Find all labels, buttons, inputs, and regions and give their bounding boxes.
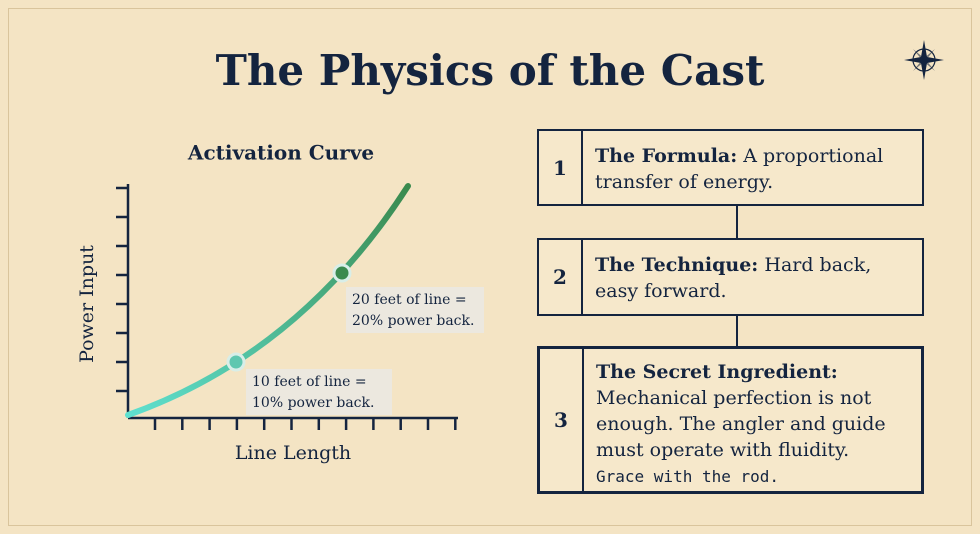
- step-body: The Formula: A proportional transfer of …: [583, 131, 922, 204]
- step: 3 The Secret Ingredient: Mechanical perfe…: [537, 346, 924, 494]
- step-text: A proportional transfer of energy.: [595, 145, 884, 193]
- step-label: The Secret Ingredient:: [596, 361, 838, 383]
- annotation-box: [346, 287, 484, 333]
- connector: [736, 206, 738, 238]
- compass-icon: [904, 40, 944, 80]
- step-text: Hard back, easy forward.: [595, 254, 872, 302]
- step-note: Grace with the rod.: [596, 467, 780, 486]
- y-axis-label: Power Input: [76, 245, 98, 363]
- ticks: [116, 186, 457, 430]
- marker: [226, 352, 246, 372]
- step: 2 The Technique: Hard back, easy forward…: [537, 238, 924, 316]
- marker: [332, 263, 352, 283]
- annotation: 10 feet of line =: [252, 374, 367, 390]
- step-body: The Technique: Hard back, easy forward.: [583, 240, 922, 314]
- annotation-box: [246, 369, 392, 415]
- annotation: 20 feet of line =: [352, 292, 467, 308]
- step-number: 3: [540, 349, 584, 491]
- chart-title: Activation Curve: [187, 141, 374, 165]
- step-text: Mechanical perfection is not enough. The…: [596, 387, 886, 461]
- step: 1 The Formula: A proportional transfer o…: [537, 129, 924, 206]
- step-label: The Technique:: [595, 254, 759, 276]
- annotation: 20% power back.: [352, 313, 474, 329]
- annotation: 10% power back.: [252, 395, 374, 411]
- step-number: 1: [539, 131, 583, 204]
- curve: [125, 183, 411, 418]
- step-number: 2: [539, 240, 583, 314]
- title: The Physics of the Cast: [215, 46, 765, 95]
- step-body: The Secret Ingredient: Mechanical perfect…: [584, 349, 921, 491]
- x-axis-label: Line Length: [235, 442, 351, 464]
- connector: [736, 316, 738, 346]
- frame: [8, 8, 972, 526]
- activation-chart: Activation Curve Power Input Line Length…: [76, 141, 484, 464]
- step-label: The Formula:: [595, 145, 738, 167]
